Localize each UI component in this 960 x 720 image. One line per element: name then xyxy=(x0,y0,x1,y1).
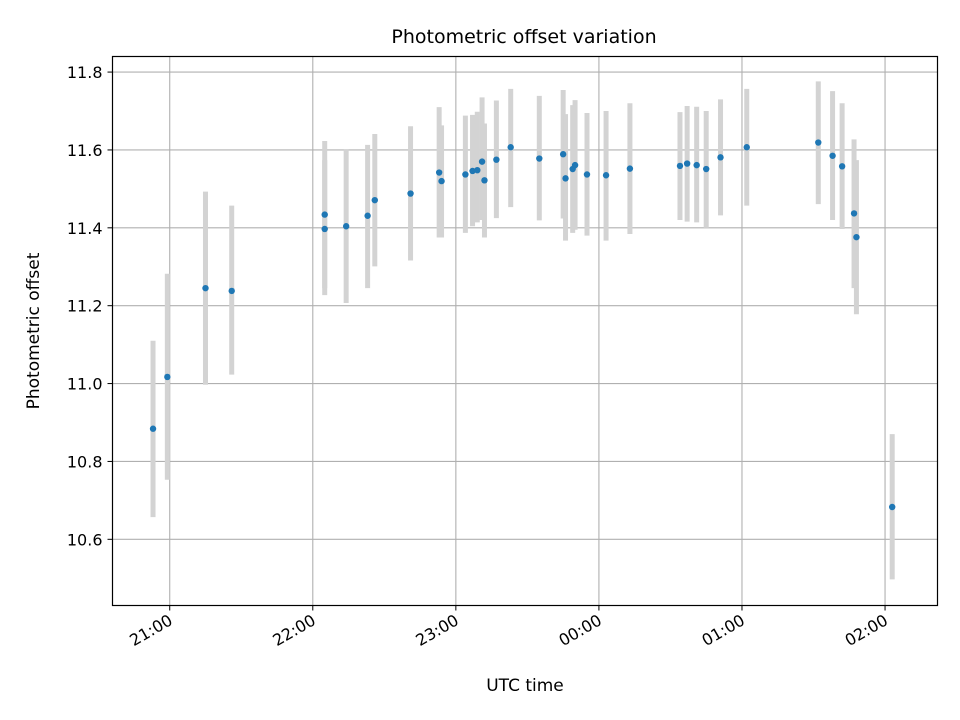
x-tick-label: 21:00 xyxy=(126,611,175,651)
data-point xyxy=(438,177,445,185)
data-point xyxy=(717,154,724,161)
data-point xyxy=(481,177,488,184)
data-point xyxy=(571,161,579,169)
data-point xyxy=(559,151,567,158)
data-point xyxy=(493,156,500,163)
data-point xyxy=(850,210,858,217)
x-tick-label: 01:00 xyxy=(699,611,748,651)
data-point xyxy=(853,233,860,241)
data-point xyxy=(838,163,846,170)
chart-title: Photometric offset variation xyxy=(391,26,656,48)
data-point xyxy=(602,172,610,179)
data-point xyxy=(469,167,476,175)
data-point xyxy=(435,169,443,176)
y-tick-label: 11.0 xyxy=(67,375,103,394)
plot-frame xyxy=(111,55,939,607)
data-point xyxy=(703,165,710,173)
data-points xyxy=(149,139,896,511)
y-axis-ticks: 10.6 10.8 11.0 11.2 11.4 11.6 11.8 xyxy=(67,63,113,549)
grid-lines xyxy=(112,56,938,606)
data-point xyxy=(371,196,378,204)
data-point xyxy=(364,212,371,219)
data-point xyxy=(202,284,209,292)
x-tick-label: 22:00 xyxy=(269,611,318,651)
x-tick-label: 02:00 xyxy=(842,611,891,651)
data-point xyxy=(478,158,486,165)
data-point xyxy=(474,166,481,174)
data-point xyxy=(407,190,414,197)
data-point xyxy=(507,144,514,151)
data-point xyxy=(815,139,822,146)
data-point xyxy=(693,161,700,169)
error-bars xyxy=(150,81,895,580)
x-axis-label: UTC time xyxy=(486,676,564,696)
y-tick-label: 11.8 xyxy=(67,63,103,82)
y-tick-label: 11.6 xyxy=(67,141,103,160)
data-point xyxy=(321,211,328,218)
y-tick-label: 11.2 xyxy=(67,297,103,316)
data-point xyxy=(228,287,235,295)
data-point xyxy=(562,175,569,182)
y-tick-label: 11.4 xyxy=(67,219,103,238)
x-axis-ticks: 21:00 22:00 23:00 00:00 01:00 02:00 xyxy=(126,605,891,651)
data-point xyxy=(149,425,157,432)
data-point xyxy=(683,160,691,167)
x-tick-label: 23:00 xyxy=(412,611,461,651)
data-point xyxy=(321,225,328,233)
data-point xyxy=(626,165,634,172)
data-point xyxy=(676,162,684,170)
data-point xyxy=(829,152,836,159)
x-tick-label: 00:00 xyxy=(555,611,604,651)
data-point xyxy=(743,144,750,151)
data-point xyxy=(342,223,350,230)
data-point xyxy=(888,503,896,511)
y-tick-label: 10.8 xyxy=(67,452,103,471)
data-point xyxy=(462,171,469,178)
data-point xyxy=(536,155,543,162)
y-tick-label: 10.6 xyxy=(67,530,103,549)
y-axis-label: Photometric offset xyxy=(24,252,44,409)
data-point xyxy=(164,373,171,381)
data-point xyxy=(583,171,591,178)
